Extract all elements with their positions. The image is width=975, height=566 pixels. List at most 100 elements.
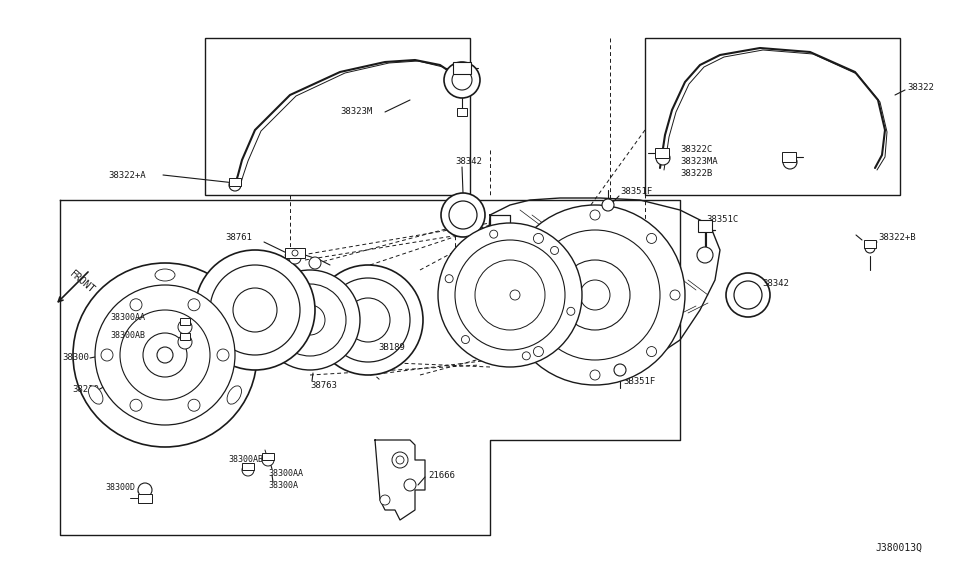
Circle shape — [865, 243, 875, 253]
Text: 38300AA: 38300AA — [268, 469, 303, 478]
Circle shape — [646, 346, 656, 357]
Circle shape — [233, 288, 277, 332]
Text: 38763: 38763 — [310, 380, 337, 389]
Circle shape — [449, 201, 477, 229]
Bar — [457, 108, 467, 116]
Circle shape — [309, 257, 321, 269]
Circle shape — [646, 233, 656, 243]
Circle shape — [734, 281, 762, 309]
Text: 38322: 38322 — [907, 84, 934, 92]
Circle shape — [726, 273, 770, 317]
Text: J380013Q: J380013Q — [875, 543, 922, 553]
Circle shape — [292, 250, 298, 256]
Circle shape — [560, 260, 630, 330]
Circle shape — [533, 346, 543, 357]
Text: 38322+A: 38322+A — [108, 170, 145, 179]
Circle shape — [178, 320, 192, 334]
Circle shape — [590, 210, 600, 220]
Bar — [698, 220, 712, 232]
Circle shape — [602, 199, 614, 211]
Circle shape — [295, 305, 325, 335]
Text: 38300AB: 38300AB — [110, 331, 145, 340]
Circle shape — [670, 290, 680, 300]
Circle shape — [533, 233, 543, 243]
Circle shape — [242, 464, 254, 476]
Text: 38323M: 38323M — [340, 108, 372, 117]
Circle shape — [260, 270, 360, 370]
Bar — [864, 240, 876, 248]
Circle shape — [580, 280, 610, 310]
Ellipse shape — [155, 269, 175, 281]
Circle shape — [392, 452, 408, 468]
Circle shape — [783, 155, 797, 169]
Text: 38761: 38761 — [225, 234, 252, 242]
Bar — [285, 248, 305, 258]
Text: 38351C: 38351C — [706, 216, 738, 225]
Circle shape — [188, 299, 200, 311]
Text: 38300D: 38300D — [105, 483, 135, 492]
Circle shape — [313, 265, 423, 375]
Bar — [138, 494, 152, 503]
Bar — [242, 463, 254, 470]
Text: 3B189: 3B189 — [378, 344, 405, 353]
Circle shape — [143, 333, 187, 377]
Text: 38210: 38210 — [72, 385, 98, 395]
Text: 38322B: 38322B — [680, 169, 713, 178]
Text: 3B351F: 3B351F — [623, 378, 655, 387]
Bar — [205, 38, 470, 195]
Bar — [782, 152, 796, 162]
Text: FRONT: FRONT — [68, 269, 97, 295]
Circle shape — [505, 205, 685, 385]
Bar — [655, 148, 669, 158]
Circle shape — [289, 252, 301, 264]
Circle shape — [489, 230, 497, 238]
Circle shape — [566, 307, 575, 315]
Circle shape — [530, 230, 660, 360]
Circle shape — [210, 265, 300, 355]
Circle shape — [326, 278, 410, 362]
Text: 38300A: 38300A — [268, 481, 298, 490]
Circle shape — [523, 352, 530, 360]
Circle shape — [188, 399, 200, 411]
Text: 38342: 38342 — [455, 157, 482, 166]
Circle shape — [178, 335, 192, 349]
Circle shape — [262, 454, 274, 466]
Text: 38322+B: 38322+B — [878, 234, 916, 242]
Text: 38300: 38300 — [62, 354, 89, 362]
Circle shape — [455, 240, 565, 350]
Circle shape — [130, 299, 142, 311]
Circle shape — [441, 193, 485, 237]
Text: 38323MA: 38323MA — [680, 157, 718, 166]
Bar — [645, 38, 900, 195]
Circle shape — [551, 246, 559, 255]
Ellipse shape — [227, 386, 242, 404]
Bar — [453, 62, 471, 74]
Ellipse shape — [89, 386, 103, 404]
Circle shape — [101, 349, 113, 361]
Circle shape — [396, 456, 404, 464]
Bar — [180, 333, 190, 340]
Circle shape — [446, 275, 453, 282]
Circle shape — [120, 310, 210, 400]
Circle shape — [95, 285, 235, 425]
Circle shape — [274, 284, 346, 356]
Text: 38342: 38342 — [762, 278, 789, 288]
Circle shape — [475, 260, 545, 330]
Circle shape — [510, 290, 520, 300]
Circle shape — [157, 347, 173, 363]
Circle shape — [614, 364, 626, 376]
Bar — [229, 178, 241, 186]
Circle shape — [452, 70, 472, 90]
Circle shape — [656, 151, 670, 165]
Circle shape — [461, 336, 469, 344]
Circle shape — [346, 298, 390, 342]
Circle shape — [229, 179, 241, 191]
Circle shape — [590, 370, 600, 380]
Circle shape — [73, 263, 257, 447]
Circle shape — [404, 479, 416, 491]
Circle shape — [138, 483, 152, 497]
Circle shape — [438, 223, 582, 367]
Bar — [180, 318, 190, 325]
Text: 38300AA: 38300AA — [110, 314, 145, 323]
Bar — [262, 453, 274, 460]
